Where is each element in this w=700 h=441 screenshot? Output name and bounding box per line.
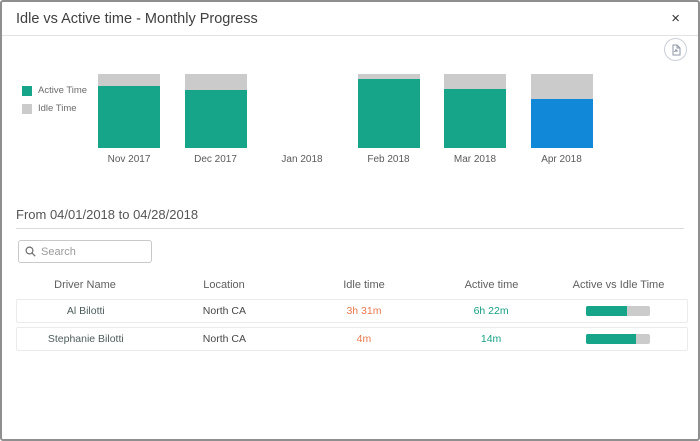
legend-item: Active Time xyxy=(22,85,87,96)
driver-name-cell: Stephanie Bilotti xyxy=(47,333,124,345)
progress-fill xyxy=(585,334,636,345)
idle-time-cell: 3h 31m xyxy=(346,305,382,317)
active-segment xyxy=(98,85,160,148)
chart-bar-feb-2018[interactable]: Feb 2018 xyxy=(357,74,420,165)
idle-segment xyxy=(530,74,593,100)
divider xyxy=(16,228,684,229)
legend-item: Idle Time xyxy=(22,103,87,114)
active-time-cell: 6h 22m xyxy=(473,305,509,317)
export-report-button[interactable] xyxy=(664,38,687,61)
col-header-location: Location xyxy=(203,279,245,291)
idle-segment xyxy=(184,74,247,90)
active-segment xyxy=(530,99,593,148)
search-box[interactable] xyxy=(18,240,152,263)
progress-fill xyxy=(585,306,627,317)
stacked-bar xyxy=(444,74,506,148)
legend-label: Idle Time xyxy=(38,103,77,114)
search-input[interactable] xyxy=(41,245,145,258)
col-header-driver-name: Driver Name xyxy=(54,279,116,291)
legend-swatch xyxy=(22,103,32,114)
location-cell: North CA xyxy=(202,305,246,317)
search-icon xyxy=(25,246,36,257)
close-icon[interactable]: × xyxy=(671,10,680,27)
table-body: Al Bilotti North CA 3h 31m 6h 22m Stephanie … xyxy=(16,299,688,351)
idle-segment xyxy=(98,74,160,86)
chart-bar-jan-2018[interactable]: Jan 2018 xyxy=(271,74,333,165)
export-document-icon xyxy=(670,44,682,56)
legend-label: Active Time xyxy=(38,85,88,96)
chart-bars: Nov 2017 Dec 2017 Jan 2018 Feb 2018 Mar 2018… xyxy=(98,74,593,165)
dialog-title: Idle vs Active time - Monthly Progress xyxy=(16,10,258,27)
table-row[interactable]: Stephanie Bilotti North CA 4m 14m xyxy=(16,327,688,351)
legend-swatch xyxy=(22,85,32,96)
driver-name-cell: Al Bilotti xyxy=(66,305,105,317)
active-time-cell: 14m xyxy=(480,333,502,345)
idle-segment xyxy=(357,74,420,80)
month-label: Jan 2018 xyxy=(281,154,323,165)
month-label: Nov 2017 xyxy=(107,154,151,165)
date-range-label: From 04/01/2018 to 04/28/2018 xyxy=(16,207,199,222)
chart-bar-dec-2017[interactable]: Dec 2017 xyxy=(184,74,247,165)
chart-bar-apr-2018[interactable]: Apr 2018 xyxy=(530,74,593,165)
active-segment xyxy=(357,79,420,148)
col-header-active-vs-idle: Active vs Idle Time xyxy=(572,279,665,291)
stacked-bar xyxy=(357,74,420,148)
stacked-bar xyxy=(184,74,247,148)
col-header-active-time: Active time xyxy=(464,279,519,291)
idle-segment xyxy=(444,74,506,89)
chart-bar-mar-2018[interactable]: Mar 2018 xyxy=(444,74,506,165)
active-vs-idle-progress-bar xyxy=(585,334,650,345)
month-label: Mar 2018 xyxy=(453,154,497,165)
active-vs-idle-progress-bar xyxy=(585,306,650,317)
month-label: Dec 2017 xyxy=(194,154,237,165)
active-vs-idle-cell xyxy=(548,333,687,345)
table-header-row: Driver Name Location Idle time Active ti… xyxy=(16,273,688,299)
month-label: Feb 2018 xyxy=(367,154,410,165)
active-vs-idle-cell xyxy=(548,305,687,317)
stacked-bar xyxy=(98,74,160,148)
chart-bar-nov-2017[interactable]: Nov 2017 xyxy=(98,74,160,165)
active-segment xyxy=(184,89,247,148)
col-header-idle-time: Idle time xyxy=(343,279,385,291)
month-label: Apr 2018 xyxy=(541,154,582,165)
active-segment xyxy=(444,88,506,148)
chart-legend: Active Time Idle Time xyxy=(22,85,87,121)
monthly-chart: Active Time Idle Time Nov 2017 Dec 2017 Jan… xyxy=(2,63,698,193)
table-row[interactable]: Al Bilotti North CA 3h 31m 6h 22m xyxy=(16,299,688,323)
stacked-bar xyxy=(530,74,593,148)
dialog-header: Idle vs Active time - Monthly Progress × xyxy=(2,2,698,36)
idle-time-cell: 4m xyxy=(356,333,372,345)
drivers-table: Driver Name Location Idle time Active ti… xyxy=(16,273,688,351)
location-cell: North CA xyxy=(202,333,246,345)
